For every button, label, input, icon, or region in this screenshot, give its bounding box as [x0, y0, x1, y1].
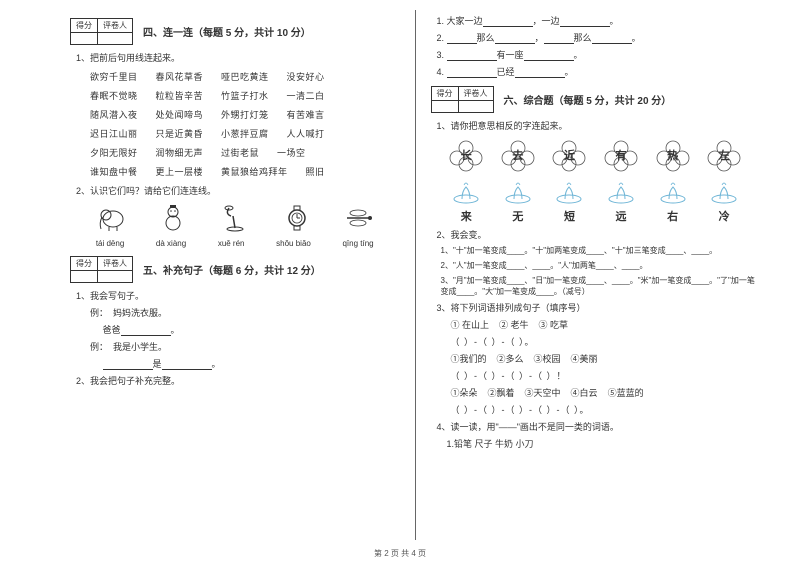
q3c-opts: ①朵朵②飘着③天空中④白云⑤蓝蓝的	[451, 386, 761, 399]
q6-2-l0: 1、"十"加一笔变成____。"十"加两笔变成____、"十"加三笔变成____…	[441, 245, 761, 256]
fill-2: 2. 那么，那么。	[437, 31, 761, 44]
q6-2-l2: 3、"月"加一笔变成____、"日"加一笔变成____、____。"米"加一笔变…	[441, 275, 761, 297]
elephant-icon	[96, 203, 126, 233]
q6-3: 3、将下列词语排列成句子（填序号）	[437, 301, 761, 314]
pinyin-0: tái dēng	[96, 239, 124, 248]
fill-4: 4. 已经。	[437, 65, 761, 78]
idiom-row-2: 随风潜入夜处处闻啼鸟外甥打灯笼有苦难言	[90, 108, 400, 121]
snowman-icon	[158, 203, 188, 233]
example1: 例： 妈妈洗衣服。	[90, 306, 400, 319]
q3b-opts: ①我们的②多么③校园④美丽	[451, 352, 761, 365]
pinyin-1: dà xiàng	[156, 239, 186, 248]
score-table-6: 得分评卷人	[431, 86, 494, 113]
q5-1: 1、我会写句子。	[76, 289, 400, 302]
q3a-opts: ① 在山上② 老牛③ 吃草	[451, 318, 761, 331]
q6-4: 4、读一读，用"——"画出不是同一类的词语。	[437, 420, 761, 433]
pinyin-row: tái dēng dà xiàng xuě rén shǒu biǎo qīng…	[80, 239, 390, 248]
idiom-row-5: 谁知盘中餐更上一层楼黄鼠狼给鸡拜年照旧	[90, 165, 400, 178]
q3b-pattern: （ ）-（ ）-（ ）-（ ）！	[451, 369, 761, 382]
is-blank: 是。	[90, 357, 400, 370]
antonym-row: 来 无 短 远 右 冷	[441, 208, 751, 224]
q4-1: 1、把前后句用线连起来。	[76, 51, 400, 64]
lamp-icon	[220, 203, 250, 233]
dragonfly-icon	[344, 203, 374, 233]
petal-row: 长 去 近 有 热 左	[441, 138, 751, 172]
fill-3: 3. 有一座。	[437, 48, 761, 61]
section6-header: 得分评卷人 六、综合题（每题 5 分，共计 20 分）	[431, 86, 761, 113]
score-table: 得分评卷人	[70, 18, 133, 45]
watch-icon	[282, 203, 312, 233]
petal-1: 去	[499, 138, 537, 172]
section4-title: 四、连一连（每题 5 分，共计 10 分）	[143, 24, 311, 39]
candle-icon	[658, 180, 688, 206]
idiom-row-3: 迟日江山丽只是近黄昏小葱拌豆腐人人喊打	[90, 127, 400, 140]
petal-5: 左	[705, 138, 743, 172]
candle-icon	[709, 180, 739, 206]
q6-1: 1、请你把意思相反的字连起来。	[437, 119, 761, 132]
image-row	[80, 203, 390, 233]
pinyin-4: qīng tíng	[342, 239, 373, 248]
section5-header: 得分评卷人 五、补充句子（每题 6 分，共计 12 分）	[70, 256, 400, 283]
score-label: 得分	[71, 19, 98, 33]
grader-label: 评卷人	[98, 19, 133, 33]
left-column: 得分评卷人 四、连一连（每题 5 分，共计 10 分） 1、把前后句用线连起来。…	[60, 10, 410, 540]
pinyin-2: xuě rén	[218, 239, 245, 248]
idiom-row-4: 夕阳无限好润物细无声过街老鼠一场空	[90, 146, 400, 159]
candle-row	[441, 180, 751, 206]
pinyin-3: shǒu biǎo	[276, 239, 311, 248]
q5-2: 2、我会把句子补充完整。	[76, 374, 400, 387]
q3a-pattern: （ ）-（ ）-（ ）。	[451, 335, 761, 348]
candle-icon	[451, 180, 481, 206]
fill-1: 1. 大家一边，一边。	[437, 14, 761, 27]
petal-3: 有	[602, 138, 640, 172]
q6-2-title: 2、我会变。	[437, 228, 761, 241]
section5-title: 五、补充句子（每题 6 分，共计 12 分）	[143, 262, 321, 277]
page-footer: 第 2 页 共 4 页	[0, 548, 800, 559]
candle-icon	[503, 180, 533, 206]
section4-header: 得分评卷人 四、连一连（每题 5 分，共计 10 分）	[70, 18, 400, 45]
candle-icon	[606, 180, 636, 206]
petal-0: 长	[447, 138, 485, 172]
section6-title: 六、综合题（每题 5 分，共计 20 分）	[504, 92, 672, 107]
candle-icon	[554, 180, 584, 206]
q4-2: 2、认识它们吗？请给它们连连线。	[76, 184, 400, 197]
petal-2: 近	[550, 138, 588, 172]
column-divider	[415, 10, 416, 540]
q6-4-line: 1.铅笔 尺子 牛奶 小刀	[447, 437, 761, 450]
dad-blank: 爸爸。	[90, 323, 400, 336]
right-column: 1. 大家一边，一边。 2. 那么，那么。 3. 有一座。 4. 已经。 得分评…	[421, 10, 771, 540]
petal-4: 热	[654, 138, 692, 172]
score-table-5: 得分评卷人	[70, 256, 133, 283]
idiom-row-1: 春眠不觉晓粒粒皆辛苦竹篮子打水一清二白	[90, 89, 400, 102]
example2: 例： 我是小学生。	[90, 340, 400, 353]
idiom-row-0: 欲穷千里目春风花草香哑巴吃黄连没安好心	[90, 70, 400, 83]
q3c-pattern: （ ）-（ ）-（ ）-（ ）-（ ）。	[451, 403, 761, 416]
q6-2-l1: 2、"人"加一笔变成____、____。"人"加两笔____、____。	[441, 260, 761, 271]
